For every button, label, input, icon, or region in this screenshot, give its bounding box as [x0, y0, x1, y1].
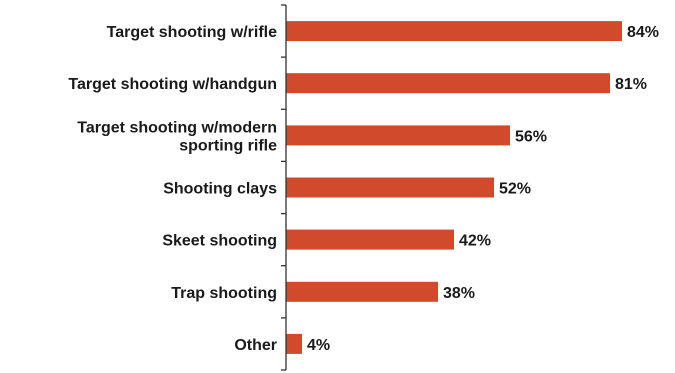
category-label-line: Target shooting w/rifle [107, 24, 277, 41]
bars-group [286, 21, 622, 354]
value-label-1: 81% [615, 76, 647, 93]
category-label-3: Shooting clays [163, 181, 277, 198]
category-label-line: Other [234, 337, 277, 354]
value-label-3: 52% [499, 181, 531, 198]
bar-6 [286, 333, 302, 354]
bar-3 [286, 177, 494, 198]
category-label-line: Shooting clays [163, 181, 277, 198]
category-label-2: Target shooting w/modern sporting rifle [77, 119, 277, 154]
bar-5 [286, 281, 438, 302]
category-label-line: Target shooting w/modern [77, 119, 277, 136]
category-label-4: Skeet shooting [162, 233, 277, 250]
category-label-line: Target shooting w/handgun [68, 76, 277, 93]
bar-1 [286, 73, 610, 94]
value-labels-group: 84% 81% 56% 52% 42% 38% 4% [307, 24, 659, 354]
bar-0 [286, 21, 622, 42]
bar-2 [286, 125, 510, 146]
value-label-2: 56% [515, 128, 547, 145]
value-label-5: 38% [443, 285, 475, 302]
category-label-6: Other [234, 337, 277, 354]
bar-4 [286, 229, 454, 250]
value-label-0: 84% [627, 24, 659, 41]
category-label-line: Skeet shooting [162, 233, 277, 250]
category-label-line: sporting rifle [179, 137, 277, 154]
value-label-6: 4% [307, 337, 330, 354]
y-axis-group [281, 4, 287, 371]
value-label-4: 42% [459, 233, 491, 250]
category-label-line: Trap shooting [171, 285, 277, 302]
category-labels-group: Target shooting w/rifle Target shooting w… [68, 24, 277, 354]
category-label-1: Target shooting w/handgun [68, 76, 277, 93]
category-label-5: Trap shooting [171, 285, 277, 302]
category-label-0: Target shooting w/rifle [107, 24, 277, 41]
